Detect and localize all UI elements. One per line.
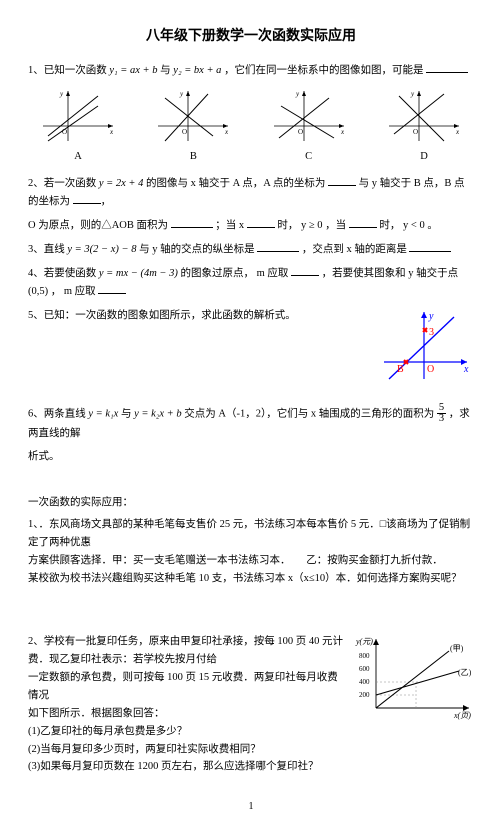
q6-a: 6、两条直线 [28,408,88,419]
q4-a: 4、若要使函数 [28,268,99,279]
legend-b: (乙) [458,668,472,677]
chart-xlabel: x(页) [453,711,471,720]
question-4: 4、若要使函数 y = mx − (4m − 3) 的图象过原点， m 应取 ，… [28,265,474,301]
svg-text:O: O [182,128,187,136]
q2-l2a: O 为原点，则的△AOB 面积为 [28,220,168,231]
question-6: 6、两条直线 y = k₁x 与 y = k₂x + b 交点为 A（-1，2）… [28,403,474,443]
q2-l2d: 时， y < 0 。 [379,220,437,231]
option-a-label: A [28,148,128,166]
q2-blank3 [171,218,213,228]
option-c: x y O C [259,86,359,166]
svg-text:y: y [179,90,184,98]
p1-l2: 方案供顾客选择．甲：买一支毛笔赠送一本书法练习本． 乙：按购买金额打九折付款． [28,552,474,570]
page-number: 1 [28,798,474,815]
svg-text:y: y [59,90,64,98]
q4-eq: y = mx − (4m − 3) [99,268,178,279]
ytick-800: 800 [359,652,370,660]
chart-ylabel: y(元) [355,637,373,646]
question-6b: 析式。 [28,448,474,466]
frac-den: 3 [437,414,446,425]
fig5-y: y [428,311,434,322]
q1-eq1: y₁ = ax + b [109,65,157,76]
q3-blank2 [409,242,451,252]
q4-blank1 [291,265,319,275]
q6-b: 交点为 A（-1，2），它们与 x 轴围成的三角形的面积为 [184,408,437,419]
q6-eq2: y = k₂x + b [134,408,182,419]
q2-l2b: ；当 x [215,220,244,231]
q2-eq: y = 2x + 4 [99,178,144,189]
q2-blank2 [73,194,101,204]
svg-text:x: x [340,128,345,136]
q3-c: ，交点到 x 轴的距离是 [302,244,407,255]
svg-text:O: O [298,128,303,136]
svg-text:x: x [455,128,460,136]
fig5-O: O [427,364,434,375]
option-b-label: B [143,148,243,166]
svg-text:O: O [413,128,418,136]
svg-text:y: y [295,90,300,98]
q3-a: 3、直线 [28,244,67,255]
q1-text-a: 1、已知一次函数 [28,65,109,76]
ytick-400: 400 [359,678,370,686]
q1-options: x y O A x y O B x y O [28,86,474,166]
q3-b: 与 y 轴的交点的纵坐标是 [139,244,255,255]
p2-q3: (3)如果每月复印页数在 1200 页左右，那么应选择哪个复印社？ [28,758,474,776]
q2-blank5 [349,218,377,228]
question-2: 2、若一次函数 y = 2x + 4 的图像与 x 轴交于 A 点，A 点的坐标… [28,175,474,211]
q1-blank [426,62,468,72]
problem-1: 1、．东风商场文具部的某种毛笔每支售价 25 元，书法练习本每本售价 5 元．□… [28,516,474,587]
fig5-B: B [397,364,404,375]
p1-l3: 某校欲为校书法兴趣组购买这种毛笔 10 支，书法练习本 x（x≤10）本．如何选… [28,570,474,588]
q5-text: 5、已知：一次函数的图象如图所示，求此函数的解析式。 [28,310,296,321]
ytick-600: 600 [359,665,370,673]
ytick-200: 200 [359,691,370,699]
p2-q1: (1)乙复印社的每月承包费是多少？ [28,723,474,741]
legend-a: (甲) [450,644,464,653]
p2-chart: y(元) x(页) 200 400 600 800 (甲) (乙) [354,633,474,721]
q1-text-b: ，它们在同一坐标系中的图像如图，可能是 [224,65,424,76]
q3-eq: y = 3(2 − x) − 8 [67,244,136,255]
option-c-label: C [259,148,359,166]
q2-blank1 [328,176,356,186]
q1-eq2: y₂ = bx + a [173,65,221,76]
question-5: 5、已知：一次函数的图象如图所示，求此函数的解析式。 x y 3 B O [28,307,474,325]
fig5-3: 3 [429,327,434,338]
problem-2: y(元) x(页) 200 400 600 800 (甲) (乙) 2、学校有一… [28,633,474,776]
q6-d: 析式。 [28,451,60,462]
option-d: x y O D [374,86,474,166]
section-heading: 一次函数的实际应用： [28,494,474,512]
svg-text:y: y [410,90,415,98]
option-d-label: D [374,148,474,166]
q6-mid: 与 [121,408,134,419]
option-b: x y O B [143,86,243,166]
fig5-x: x [463,364,469,375]
q4-b: 的图象过原点， m 应取 [181,268,289,279]
q2-l2c: 时， y ≥ 0 ，当 [277,220,346,231]
page-title: 八年级下册数学一次函数实际应用 [28,24,474,48]
q5-figure: x y 3 B O [379,307,474,385]
q2-blank4 [247,218,275,228]
question-1: 1、已知一次函数 y₁ = ax + b 与 y₂ = bx + a ，它们在同… [28,62,474,80]
p1-l1: 1、．东风商场文具部的某种毛笔每支售价 25 元，书法练习本每本售价 5 元．□… [28,516,474,552]
q2-a: 2、若一次函数 [28,178,99,189]
q2-xaxis: x 轴交于 A 点，A 点的坐标为 [191,178,326,189]
svg-text:x: x [224,128,229,136]
svg-text:x: x [109,128,114,136]
question-2b: O 为原点，则的△AOB 面积为 ；当 x 时， y ≥ 0 ，当 时， y <… [28,217,474,235]
q6-frac: 5 3 [437,403,446,425]
q6-eq1: y = k₁x [88,408,118,419]
q3-blank1 [257,242,299,252]
question-3: 3、直线 y = 3(2 − x) − 8 与 y 轴的交点的纵坐标是 ，交点到… [28,241,474,259]
q1-mid: 与 [160,65,173,76]
p2-q2: (2)当每月复印多少页时，两复印社实际收费相同？ [28,741,474,759]
q2-b: 的图像与 [146,178,191,189]
q4-blank2 [98,283,126,293]
option-a: x y O A [28,86,128,166]
